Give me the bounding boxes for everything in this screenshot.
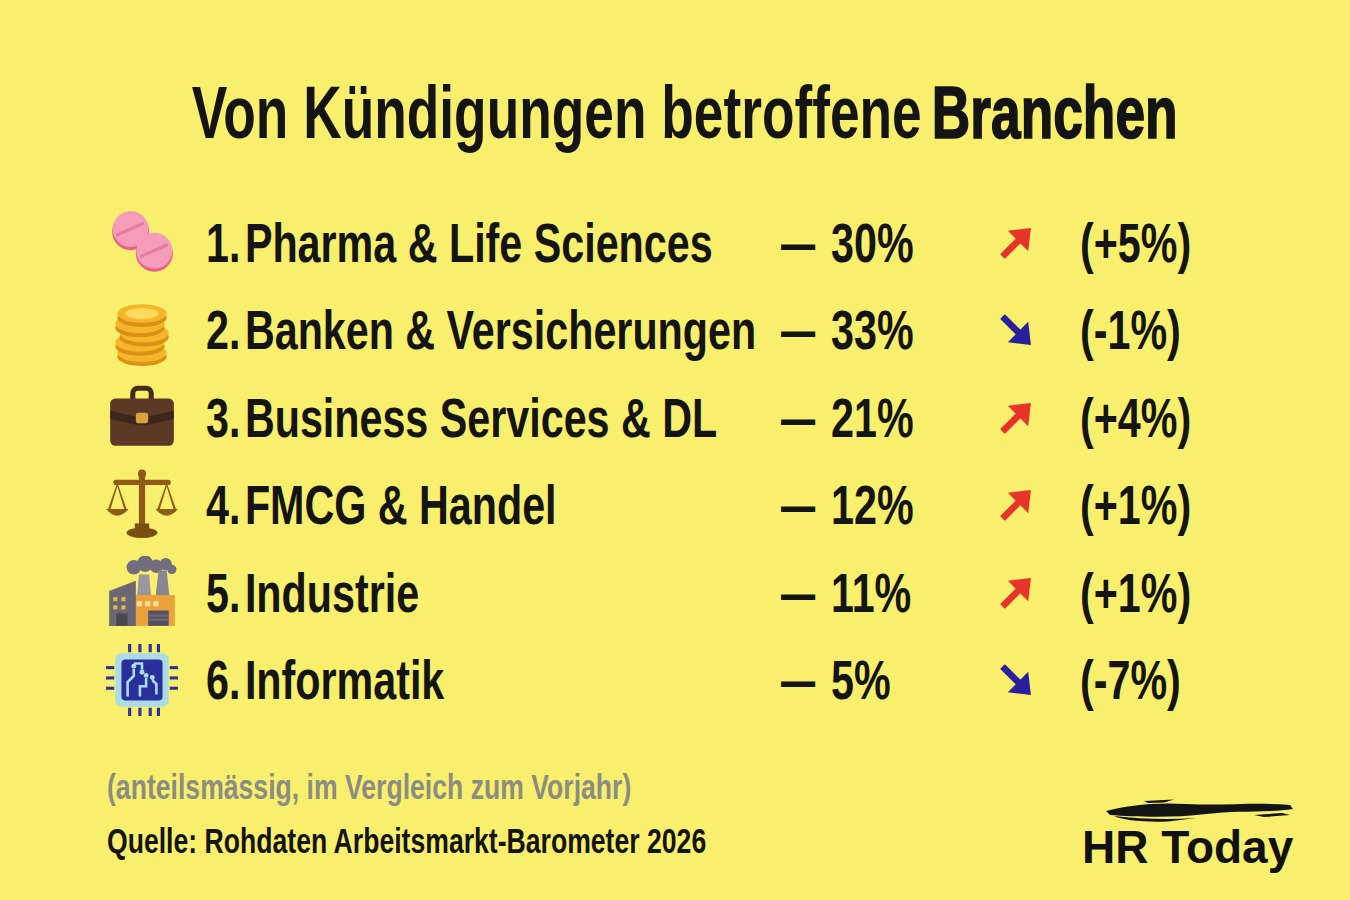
dash-separator: — [781, 303, 815, 358]
trend-up-icon [993, 482, 1039, 528]
change-value: (+4%) [1080, 391, 1191, 446]
industry-label: 3.Business Services & DL [206, 391, 717, 446]
trend-down-icon [993, 657, 1039, 703]
source-line: Quelle: Rohdaten Arbeitsmarkt-Barometer … [107, 822, 706, 861]
change-value: (+1%) [1080, 478, 1191, 533]
factory-icon [105, 556, 179, 630]
industry-name: Informatik [245, 649, 444, 711]
share-value: 5% [831, 653, 891, 708]
share-value: 12% [831, 478, 914, 533]
scales-icon [105, 468, 179, 542]
rank-number: 6. [206, 649, 240, 711]
logo-text: HR Today [1082, 824, 1293, 870]
chip-icon [105, 643, 179, 717]
industry-row: 4.FMCG & Handel — 12% (+1%) [0, 461, 1350, 549]
trend-up-icon [993, 395, 1039, 441]
industry-name: Industrie [245, 562, 419, 624]
infographic-canvas: Von Kündigungen betroffeneBranchen 1.Pha… [0, 0, 1350, 900]
rank-number: 4. [206, 474, 240, 536]
rank-number: 1. [206, 212, 240, 274]
trend-up-icon [993, 570, 1039, 616]
dash-separator: — [781, 391, 815, 446]
industry-label: 5.Industrie [206, 566, 419, 621]
industry-name: Pharma & Life Sciences [245, 212, 713, 274]
industry-row: 1.Pharma & Life Sciences — 30% (+5%) [0, 199, 1350, 287]
industry-row: 3.Business Services & DL — 21% (+4%) [0, 374, 1350, 462]
trend-down-icon [993, 307, 1039, 353]
page-title-main: Von Kündigungen betroffene [192, 71, 922, 154]
industry-label: 4.FMCG & Handel [206, 478, 557, 533]
change-value: (+1%) [1080, 566, 1191, 621]
industry-row: 2.Banken & Versicherungen — 33% (-1%) [0, 286, 1350, 374]
change-value: (-1%) [1080, 303, 1181, 358]
industry-name: Banken & Versicherungen [245, 299, 756, 361]
change-value: (-7%) [1080, 653, 1181, 708]
rank-number: 5. [206, 562, 240, 624]
dash-separator: — [781, 653, 815, 708]
share-value: 11% [831, 566, 911, 621]
share-value: 21% [831, 391, 914, 446]
briefcase-icon [105, 381, 179, 455]
dash-separator: — [781, 216, 815, 271]
trend-up-icon [993, 220, 1039, 266]
pills-icon [105, 206, 179, 280]
industry-row: 5.Industrie — 11% (+1%) [0, 549, 1350, 637]
page-title: Von Kündigungen betroffeneBranchen [0, 76, 1350, 150]
rank-number: 3. [206, 387, 240, 449]
change-value: (+5%) [1080, 216, 1191, 271]
coins-icon [105, 293, 179, 367]
industry-label: 2.Banken & Versicherungen [206, 303, 756, 358]
dash-separator: — [781, 478, 815, 533]
share-value: 30% [831, 216, 914, 271]
dash-separator: — [781, 566, 815, 621]
page-title-emphasis: Branchen [932, 71, 1178, 154]
industry-label: 1.Pharma & Life Sciences [206, 216, 713, 271]
industry-name: Business Services & DL [245, 387, 717, 449]
footnote: (anteilsmässig, im Vergleich zum Vorjahr… [107, 768, 631, 807]
industry-row: 6.Informatik — 5% (-7%) [0, 636, 1350, 724]
rank-number: 2. [206, 299, 240, 361]
share-value: 33% [831, 303, 914, 358]
industry-label: 6.Informatik [206, 653, 444, 708]
hr-today-logo: HR Today [1080, 796, 1310, 876]
industry-name: FMCG & Handel [245, 474, 557, 536]
